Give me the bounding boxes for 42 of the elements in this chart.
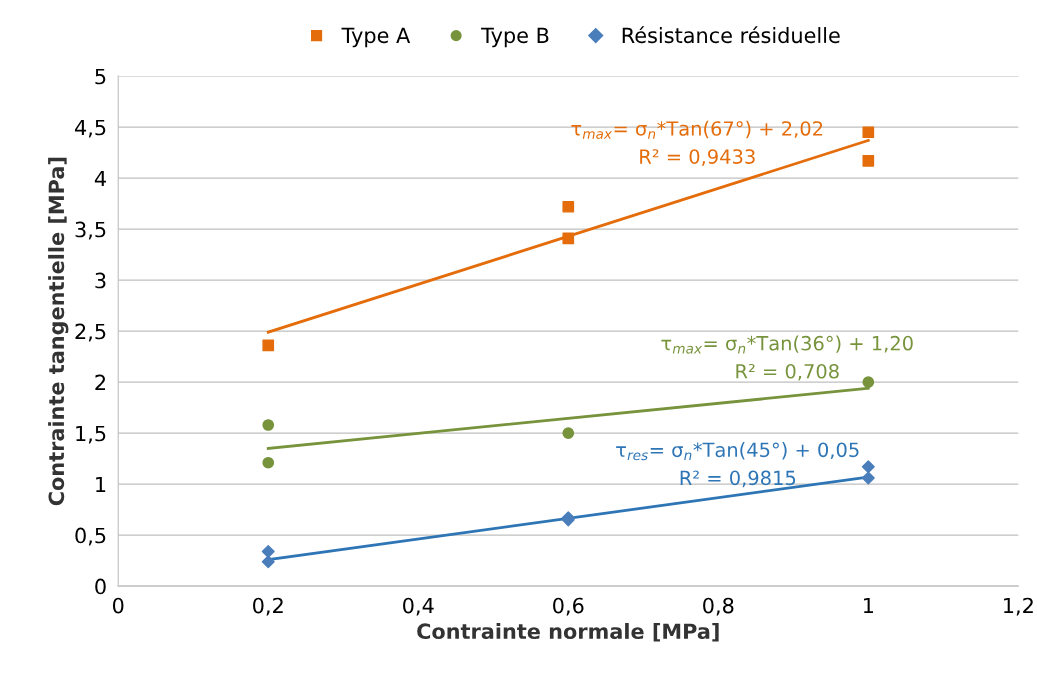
point	[862, 126, 875, 139]
y-tick-label: 1	[96, 476, 106, 493]
point	[261, 555, 275, 569]
legend-label: Résistance résiduelle	[622, 26, 840, 44]
y-tick-label: 3,5	[75, 221, 106, 240]
x-tick-label: 0,2	[253, 597, 283, 616]
point	[862, 154, 875, 167]
y-tick-label: 3	[95, 272, 106, 289]
y-tick-label: 2	[95, 374, 106, 391]
point	[262, 419, 275, 431]
x-tick-label: 0	[112, 597, 124, 614]
x-tick-label: 0,6	[553, 597, 584, 616]
point	[861, 471, 875, 485]
x-axis-title: Contrainte normale [MPa]	[417, 622, 719, 642]
y-tick-label: 4	[94, 170, 106, 187]
point	[861, 460, 875, 474]
annotation: R² = 0,708	[736, 363, 839, 381]
x-tick-label: 1	[863, 597, 874, 614]
annotation: τ$_{res}$= σ$_{n}$*Tan(45°) + 0,05	[616, 442, 859, 461]
legend-label: Type B	[481, 27, 549, 48]
annotation: τ$_{max}$= σ$_{n}$*Tan(67°) + 2,02	[571, 120, 823, 139]
annotation: R² = 0,9433	[640, 149, 755, 166]
x-tick-label: 0,4	[403, 597, 434, 616]
point	[562, 427, 575, 440]
point	[862, 376, 875, 389]
annotation: R² = 0,9815	[680, 470, 796, 488]
y-tick-label: 4,5	[74, 119, 106, 138]
point	[262, 456, 275, 469]
y-tick-label: 1,5	[76, 425, 106, 444]
y-tick-label: 2,5	[75, 323, 106, 342]
x-tick-label: 0,8	[703, 597, 734, 616]
x-tick-label: 1,2	[1004, 597, 1033, 616]
y-tick-label: 0,5	[75, 527, 106, 546]
point	[562, 232, 575, 245]
point	[562, 200, 575, 213]
annotation: τ$_{max}$= σ$_{n}$*Tan(36°) + 1,20	[661, 335, 913, 354]
point	[261, 544, 275, 558]
legend-label: Type A	[341, 27, 411, 48]
y-tick-label: 0	[95, 578, 106, 595]
point	[262, 339, 275, 352]
y-tick-label: 5	[95, 68, 106, 85]
y-axis-title: Contrainte tangentielle [MPa]	[48, 157, 69, 506]
